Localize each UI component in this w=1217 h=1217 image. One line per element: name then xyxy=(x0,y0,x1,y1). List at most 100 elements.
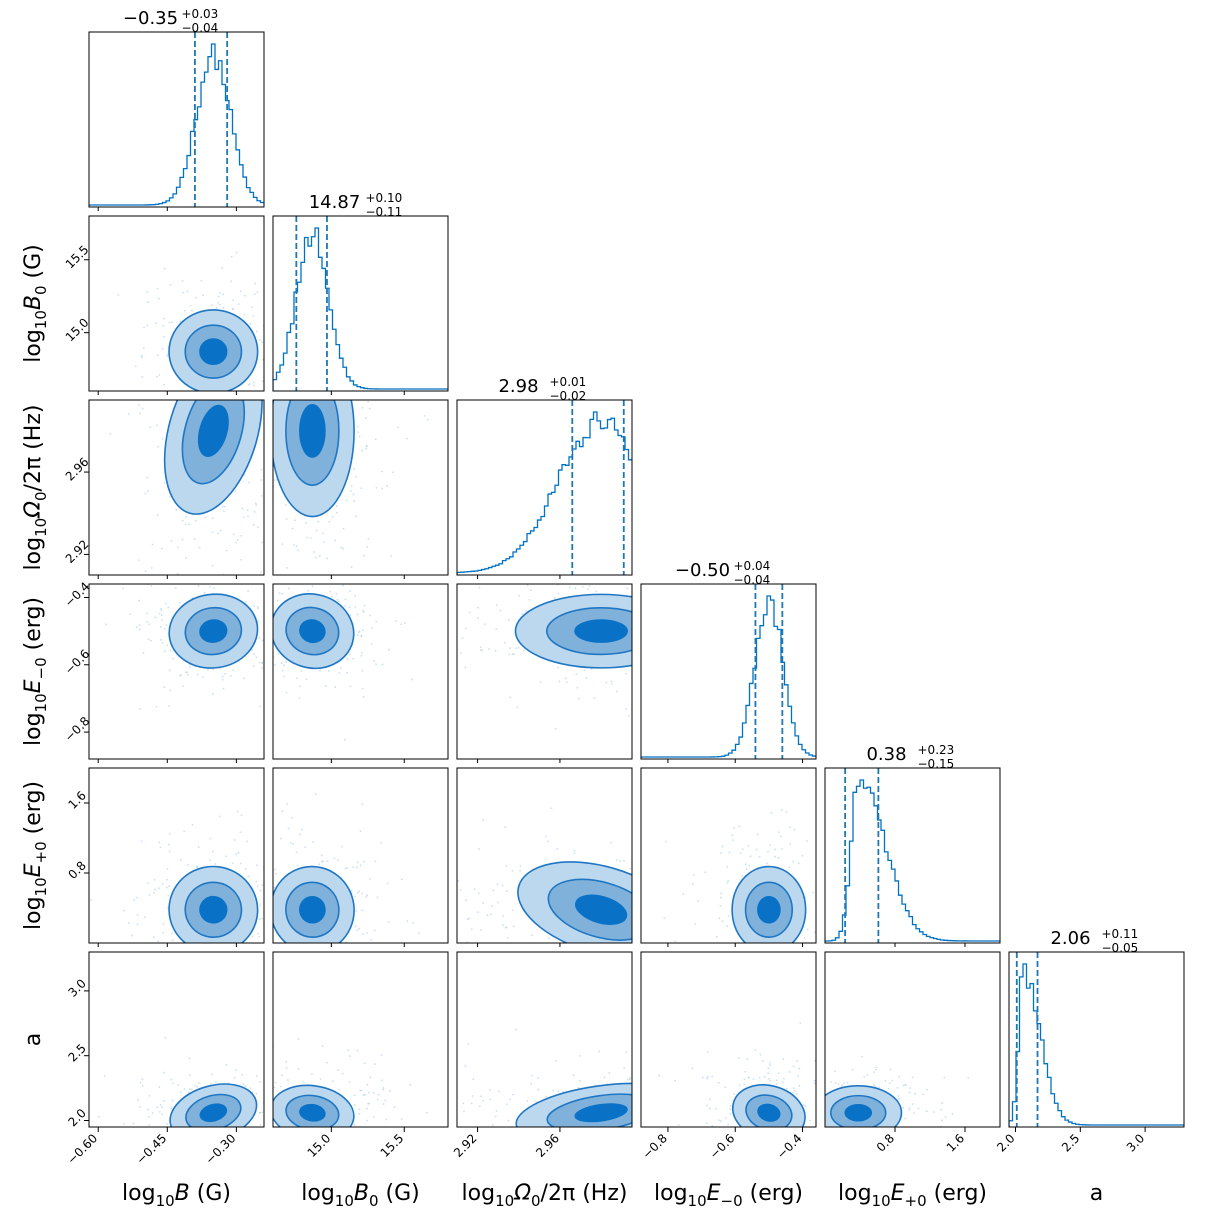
title-plus-a: +0.11 xyxy=(1102,927,1139,941)
contour-panel-logOmega0-vs-logB0 xyxy=(272,399,449,579)
histogram-logEp0 xyxy=(825,779,1000,943)
contour-level-3 xyxy=(199,619,228,643)
title-plus-logB: +0.03 xyxy=(182,7,219,21)
contour-level-3 xyxy=(199,895,228,924)
title-plus-logOmega0: +0.01 xyxy=(550,375,587,389)
ytick-label: 2.96 xyxy=(63,455,92,484)
title-minus-logB0: −0.11 xyxy=(366,205,403,219)
panel-frame xyxy=(456,399,633,576)
x-axis-label-logOmega0: log10Ω0/2π (Hz) xyxy=(462,1181,628,1210)
contour-panel-logOmega0-vs-logB: 2.92 2.96 xyxy=(63,399,265,579)
title-minus-logEp0: −0.15 xyxy=(918,757,955,771)
hist-panel-a: 2.06 +0.11−0.05 2.0 2.5 3.0 xyxy=(994,927,1185,1155)
panel-frame xyxy=(88,31,265,208)
panel-frame xyxy=(640,951,817,1128)
title-plus-logEp0: +0.23 xyxy=(918,743,955,757)
panel-frame xyxy=(824,951,1001,1128)
panel-frame xyxy=(88,951,265,1128)
title-logB: −0.35 xyxy=(123,8,178,29)
title-a: 2.06 xyxy=(1050,928,1090,949)
title-minus-a: −0.05 xyxy=(1102,941,1139,955)
ytick-label: −0.8 xyxy=(62,714,93,745)
contour-level-3 xyxy=(199,1103,228,1123)
title-minus-logB: −0.04 xyxy=(182,21,219,35)
ytick-label: 2.0 xyxy=(65,1106,88,1129)
ytick-label: −0.6 xyxy=(62,647,93,678)
xtick-label: 3.0 xyxy=(1124,1131,1147,1154)
xtick-label: −0.4 xyxy=(774,1131,805,1162)
contour-panel-a-vs-logB: −0.60 −0.45 −0.30 2.0 2.5 3.0 xyxy=(64,951,265,1167)
contour-level-3 xyxy=(199,338,228,365)
contour-level-3 xyxy=(299,1103,326,1122)
panel-frame xyxy=(640,583,817,760)
ytick-label: 2.5 xyxy=(65,1041,88,1064)
xtick-label: −0.8 xyxy=(640,1131,671,1162)
xtick-label: −0.30 xyxy=(203,1131,239,1167)
panel-frame xyxy=(272,215,449,392)
panel-frame xyxy=(1008,951,1185,1128)
xtick-label: 2.92 xyxy=(451,1131,480,1160)
panel-frame xyxy=(824,767,1001,944)
contour-panel-a-vs-logEm0: −0.8 −0.6 −0.4 xyxy=(640,951,817,1162)
ytick-label: 3.0 xyxy=(65,976,88,999)
contour-panel-logEp0-vs-logB: 0.8 1.6 xyxy=(65,767,265,947)
y-axis-label-logEp0: log10E+0 (erg) xyxy=(21,781,50,930)
hist-panel-logOmega0: 2.98 +0.01−0.02 xyxy=(456,375,633,579)
title-plus-logEm0: +0.04 xyxy=(734,559,771,573)
histogram-a xyxy=(1009,963,1184,1127)
contour-panel-logEm0-vs-logOmega0 xyxy=(456,583,633,763)
contour-panel-logB0-vs-logB: 15.0 15.5 xyxy=(63,215,265,395)
hist-panel-logB0: 14.87 +0.10−0.11 xyxy=(272,191,449,395)
y-axis-label-logEm0: log10E−0 (erg) xyxy=(21,597,50,746)
panel-frame xyxy=(456,951,633,1128)
panel-frame xyxy=(88,767,265,944)
contour-level-3 xyxy=(757,1103,781,1122)
xtick-label: 2.5 xyxy=(1059,1131,1082,1154)
x-axis-label-logEp0: log10E+0 (erg) xyxy=(838,1181,987,1210)
histogram-logB xyxy=(89,43,264,207)
title-plus-logB0: +0.10 xyxy=(366,191,403,205)
contour-level-3 xyxy=(197,404,229,457)
xtick-label: 15.5 xyxy=(378,1131,407,1160)
contour-panel-logEp0-vs-logOmega0 xyxy=(456,767,633,947)
panel-frame xyxy=(272,951,449,1128)
contour-level-3 xyxy=(299,404,326,458)
contour-level-3 xyxy=(299,895,326,924)
contour-panel-logEp0-vs-logEm0 xyxy=(640,767,817,947)
xtick-label: 15.0 xyxy=(305,1131,334,1160)
xtick-label: 0.8 xyxy=(874,1131,897,1154)
title-logOmega0: 2.98 xyxy=(498,376,538,397)
contour-panel-logEm0-vs-logB0 xyxy=(272,583,449,763)
y-axis-label-a: a xyxy=(21,1033,46,1046)
panel-frame xyxy=(272,583,449,760)
title-logB0: 14.87 xyxy=(309,192,361,213)
title-logEm0: −0.50 xyxy=(675,560,730,581)
panel-frame xyxy=(456,583,633,760)
contour-panel-logEp0-vs-logB0 xyxy=(272,767,449,947)
contour-level-3 xyxy=(844,1103,873,1122)
histogram-logOmega0 xyxy=(457,411,632,575)
xtick-label: −0.6 xyxy=(707,1131,738,1162)
ytick-label: 15.5 xyxy=(63,243,92,272)
histogram-logEm0 xyxy=(641,595,816,759)
panel-frame xyxy=(272,399,449,576)
panel-frame xyxy=(640,767,817,944)
panel-frame xyxy=(88,215,265,392)
xtick-label: −0.60 xyxy=(64,1131,100,1167)
contour-level-3 xyxy=(299,619,326,644)
ytick-label: −0.4 xyxy=(62,579,93,610)
x-axis-label-logEm0: log10E−0 (erg) xyxy=(654,1181,803,1210)
y-axis-label-logB0: log10B0 (G) xyxy=(21,244,50,363)
contour-level-3 xyxy=(574,619,628,643)
y-axis-label-logOmega0: log10Ω0/2π (Hz) xyxy=(21,405,50,571)
xtick-label: 2.0 xyxy=(994,1131,1017,1154)
contour-level-3 xyxy=(575,894,628,925)
x-axis-label-logB0: log10B0 (G) xyxy=(301,1181,420,1210)
hist-panel-logEp0: 0.38 +0.23−0.15 xyxy=(824,743,1001,947)
panel-frame xyxy=(456,767,633,944)
ytick-label: 1.6 xyxy=(65,788,88,811)
x-axis-label-a: a xyxy=(1090,1181,1103,1206)
contour-panel-a-vs-logB0: 15.0 15.5 xyxy=(272,951,449,1160)
panel-frame xyxy=(88,399,265,576)
